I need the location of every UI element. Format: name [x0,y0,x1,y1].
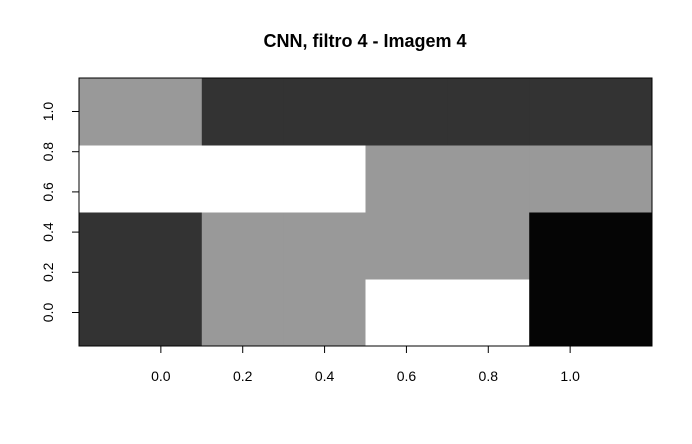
heatmap-cell [529,212,653,280]
heatmap-cell [529,279,653,347]
heatmap-cell [447,145,530,213]
y-tick-label: 0.2 [40,262,56,282]
y-tick-label: 0.0 [40,303,56,323]
heatmap-cell [201,145,285,213]
x-tick-label: 1.0 [560,368,580,384]
heatmap-cell [365,279,448,347]
heatmap-cell [283,78,366,146]
y-tick-label: 0.6 [40,182,56,202]
heatmap-cell [365,78,448,146]
x-tick-label: 0.8 [479,368,499,384]
heatmap-cell [447,279,530,347]
heatmap-cell [447,212,530,280]
heatmap-cell [283,145,366,213]
heatmap-cell [283,279,366,347]
heatmap-cell [201,78,285,146]
x-tick-label: 0.4 [315,368,335,384]
heatmap-cell [201,279,285,347]
x-tick-label: 0.2 [233,368,253,384]
heatmap-cell [79,279,203,347]
heatmap-cell [79,78,203,146]
heatmap-cell [283,212,366,280]
heatmap-cell [365,212,448,280]
heatmap-cell [529,145,653,213]
heatmap-cell [447,78,530,146]
heatmap-cell [365,145,448,213]
y-axis: 0.0 0.2 0.4 0.6 0.8 1.0 [40,102,80,323]
heatmap-cell [201,212,285,280]
x-tick-label: 0.6 [397,368,417,384]
x-tick-label: 0.0 [151,368,171,384]
y-tick-label: 0.4 [40,222,56,242]
chart-title: CNN, filtro 4 - Imagem 4 [263,31,466,51]
x-axis: 0.0 0.2 0.4 0.6 0.8 1.0 [151,345,580,384]
heatmap-cell [79,212,203,280]
y-tick-label: 1.0 [40,102,56,122]
y-tick-label: 0.8 [40,142,56,162]
heatmap-cells [79,78,653,347]
heatmap-cell [79,145,203,213]
heatmap-cell [529,78,653,146]
